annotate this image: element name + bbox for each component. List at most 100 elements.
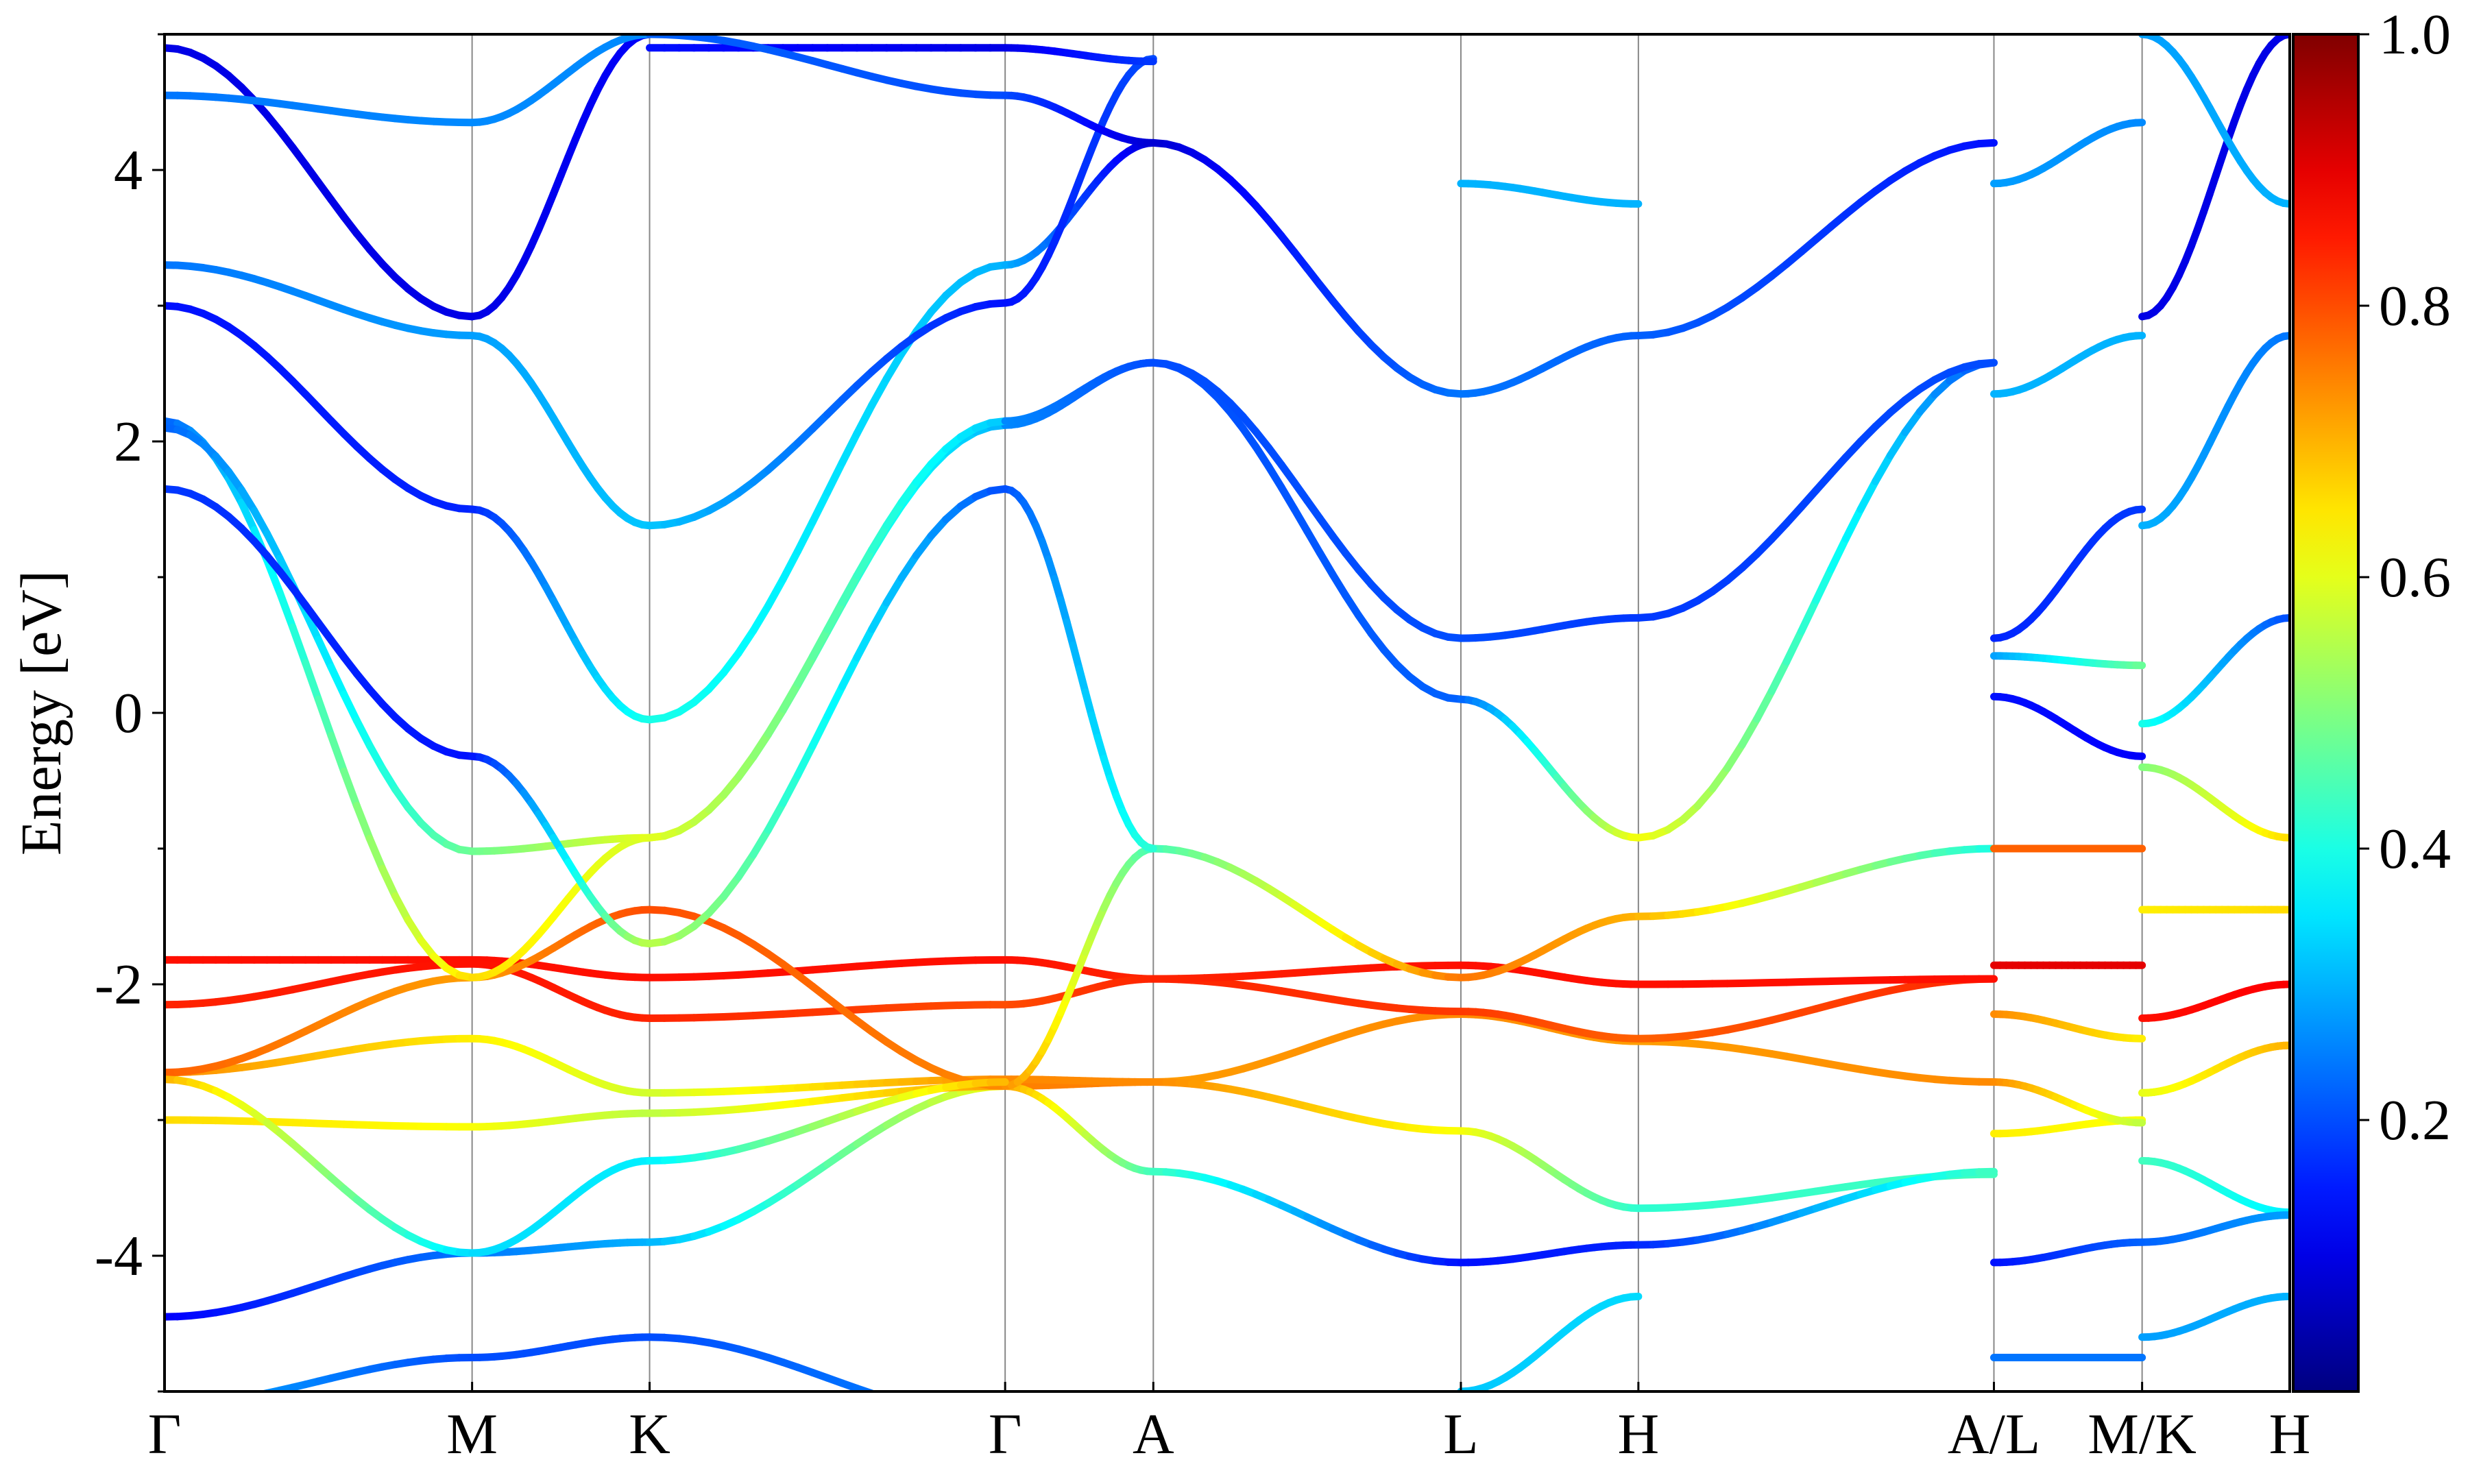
band-segment bbox=[738, 855, 753, 877]
x-tick-label: M bbox=[446, 1402, 498, 1466]
band-segment bbox=[1307, 531, 1320, 553]
band-segment bbox=[395, 896, 408, 920]
band-segment bbox=[738, 631, 753, 653]
band-segment bbox=[344, 694, 357, 720]
x-tick-label: H bbox=[2269, 1402, 2311, 1466]
x-axis: Γ M K Γ A L H A/L M/K H bbox=[148, 1382, 2311, 1466]
band-segment bbox=[331, 735, 344, 771]
band-segment bbox=[842, 657, 857, 687]
band-segment bbox=[783, 683, 798, 709]
band-segment bbox=[960, 1415, 976, 1417]
y-tick-label: 2 bbox=[114, 410, 143, 474]
band-segment bbox=[1876, 456, 1891, 482]
band-segment bbox=[2136, 509, 2142, 510]
band-segment bbox=[370, 838, 383, 868]
band-segment bbox=[827, 687, 843, 716]
band-segment bbox=[254, 1393, 267, 1396]
colorbar-gradient bbox=[2293, 34, 2358, 1391]
band-segment bbox=[812, 716, 827, 746]
band-segment bbox=[280, 593, 293, 627]
y-tick-label: -4 bbox=[95, 1224, 143, 1288]
band-segment bbox=[872, 603, 887, 629]
band-segment bbox=[872, 378, 887, 405]
band-segment bbox=[827, 463, 843, 492]
band-segment bbox=[1771, 661, 1787, 691]
band-segment bbox=[753, 830, 769, 855]
y-tick-label: 0 bbox=[114, 681, 143, 745]
band-segment bbox=[1713, 768, 1728, 789]
band-segment bbox=[331, 667, 344, 694]
band-segment bbox=[293, 627, 306, 663]
band-segment bbox=[857, 629, 872, 657]
y-axis: 4 2 0 -2 -4 bbox=[95, 34, 165, 1391]
x-tick-label: L bbox=[1443, 1402, 1478, 1466]
y-axis-label: Energy [eV] bbox=[10, 570, 73, 855]
y-tick-label: 4 bbox=[114, 138, 143, 202]
band-segment bbox=[768, 579, 783, 606]
band-segment bbox=[1890, 433, 1905, 456]
colorbar-tick-label: 1.0 bbox=[2379, 3, 2451, 66]
band-segment bbox=[344, 771, 357, 805]
band-segment bbox=[1742, 719, 1757, 745]
colorbar-tick-label: 0.6 bbox=[2379, 546, 2451, 609]
band-segment bbox=[917, 1407, 932, 1410]
band-segment bbox=[886, 1398, 902, 1402]
x-tick-label: H bbox=[1618, 1402, 1660, 1466]
band-lines bbox=[165, 34, 2290, 1419]
band-segment bbox=[203, 1402, 216, 1403]
x-tick-label: Γ bbox=[148, 1402, 182, 1466]
band-segment bbox=[886, 578, 902, 603]
band-segment bbox=[768, 803, 783, 830]
colorbar-tick-label: 0.4 bbox=[2379, 817, 2451, 881]
band-segment bbox=[753, 606, 769, 631]
band-segment bbox=[1757, 691, 1772, 719]
band-segment bbox=[190, 1403, 203, 1404]
band-segment bbox=[1979, 363, 1994, 364]
band-segment bbox=[356, 806, 370, 839]
band-segment bbox=[241, 1396, 254, 1398]
band-segment bbox=[1802, 600, 1817, 631]
colorbar-tick-label: 0.8 bbox=[2379, 274, 2451, 338]
y-tick-label: -2 bbox=[95, 953, 143, 1017]
x-tick-label: M/K bbox=[2088, 1402, 2197, 1466]
band-segment bbox=[798, 522, 813, 552]
band-segment bbox=[783, 551, 798, 579]
band-segment bbox=[768, 709, 783, 734]
band-segment bbox=[902, 1402, 917, 1407]
band-segment bbox=[1631, 1296, 1638, 1297]
band-segment bbox=[370, 746, 383, 769]
band-segment bbox=[356, 720, 370, 745]
band-segment bbox=[1816, 569, 1831, 600]
band-segment bbox=[902, 555, 917, 578]
x-tick-label: K bbox=[629, 1402, 670, 1466]
band-segment bbox=[842, 433, 857, 463]
band-segment bbox=[1147, 847, 1153, 849]
band-segment bbox=[753, 733, 769, 756]
x-tick-label: A bbox=[1133, 1402, 1174, 1466]
band-segment bbox=[931, 1410, 946, 1413]
band-segment bbox=[738, 756, 753, 777]
band-segment bbox=[318, 699, 331, 735]
x-tick-label: A/L bbox=[1948, 1402, 2040, 1466]
band-segment bbox=[812, 492, 827, 522]
band-segment bbox=[216, 1400, 229, 1402]
band-segment bbox=[1787, 631, 1802, 661]
band-segment bbox=[228, 1398, 241, 1400]
band-segment bbox=[946, 1413, 961, 1415]
band-segment bbox=[783, 775, 798, 803]
band-segment bbox=[1294, 509, 1307, 531]
band-segment bbox=[1846, 509, 1861, 539]
colorbar-tick-label: 0.2 bbox=[2379, 1088, 2451, 1152]
colorbar-ticks: 0.2 0.4 0.6 0.8 1.0 bbox=[2358, 3, 2451, 1152]
x-tick-label: Γ bbox=[989, 1402, 1022, 1466]
band-segment bbox=[798, 746, 813, 775]
band-segment bbox=[1728, 745, 1743, 768]
band-segment bbox=[1831, 539, 1846, 569]
band-segment bbox=[306, 663, 319, 699]
band-segment bbox=[383, 868, 396, 896]
band-segment bbox=[872, 1394, 887, 1398]
band-segment bbox=[1905, 412, 1920, 433]
band-segment bbox=[1861, 481, 1876, 509]
band-segment bbox=[857, 405, 872, 433]
